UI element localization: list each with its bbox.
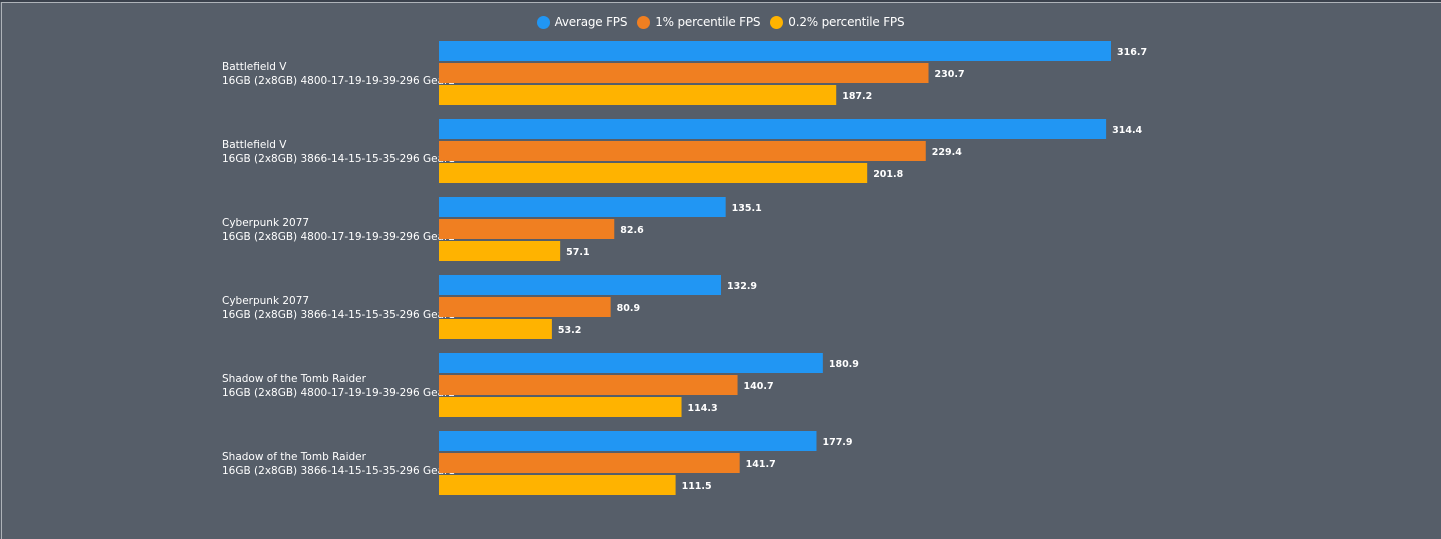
category-label-config: 16GB (2x8GB) 4800-17-19-19-39-296 Gear2 [222,75,455,87]
bar[interactable] [439,85,837,105]
bar-group: Cyberpunk 2077 16GB (2x8GB) 4800-17-19-19… [222,197,762,261]
bar[interactable] [439,197,726,217]
data-label: 314.4 [1112,125,1142,136]
data-label: 57.1 [566,247,589,258]
bar[interactable] [439,353,823,373]
bar[interactable] [439,453,740,473]
category-label-config: 16GB (2x8GB) 4800-17-19-19-39-296 Gear2 [222,387,455,399]
data-label: 111.5 [682,481,712,492]
bar-group: Shadow of the Tomb Raider 16GB (2x8GB) 48… [222,353,859,417]
data-label: 180.9 [829,359,859,370]
data-label: 53.2 [558,325,581,336]
bar[interactable] [439,163,868,183]
bar-group: Battlefield V 16GB (2x8GB) 3866-14-15-15-… [222,119,1143,183]
category-label-config: 16GB (2x8GB) 4800-17-19-19-39-296 Gear2 [222,231,455,243]
bar[interactable] [439,375,738,395]
chart-legend: Average FPS 1% percentile FPS 0.2% perce… [0,15,1441,29]
bar[interactable] [439,63,929,83]
bar[interactable] [439,397,682,417]
top-strip [0,0,1441,2]
category-label-game: Shadow of the Tomb Raider [222,373,367,385]
data-label: 135.1 [732,203,762,214]
bar[interactable] [439,119,1107,139]
bar[interactable] [439,431,817,451]
bar[interactable] [439,319,552,339]
bar[interactable] [439,141,926,161]
data-label: 114.3 [688,403,718,414]
legend-swatch-02pct-fps [770,15,784,29]
category-label-config: 16GB (2x8GB) 3866-14-15-15-35-296 Gear1 [222,465,455,477]
bar-group: Battlefield V 16GB (2x8GB) 4800-17-19-19-… [222,41,1147,105]
data-label: 177.9 [822,437,852,448]
data-label: 229.4 [932,147,962,158]
legend-item-1pct-fps[interactable]: 1% percentile FPS [637,15,760,29]
legend-swatch-1pct-fps [637,15,651,29]
legend-item-average-fps[interactable]: Average FPS [536,15,628,29]
data-label: 82.6 [620,225,644,236]
data-label: 80.9 [617,303,640,314]
bar[interactable] [439,219,615,239]
category-label-game: Cyberpunk 2077 [222,217,309,229]
category-label-game: Shadow of the Tomb Raider [222,451,367,463]
data-label: 316.7 [1117,47,1147,58]
bar-group: Cyberpunk 2077 16GB (2x8GB) 3866-14-15-15… [222,275,757,339]
bar[interactable] [439,475,676,495]
bar[interactable] [439,275,721,295]
legend-label: Average FPS [554,15,628,29]
data-label: 141.7 [746,459,776,470]
bar[interactable] [439,241,561,261]
category-label-config: 16GB (2x8GB) 3866-14-15-15-35-296 Gear1 [222,153,455,165]
data-label: 201.8 [873,169,903,180]
legend-label: 0.2% percentile FPS [788,15,905,29]
legend-swatch-average-fps [536,15,550,29]
legend-label: 1% percentile FPS [655,15,761,29]
data-label: 132.9 [727,281,757,292]
data-label: 230.7 [935,69,965,80]
bar[interactable] [439,41,1111,61]
data-label: 187.2 [842,91,872,102]
legend-item-02pct-fps[interactable]: 0.2% percentile FPS [770,15,905,29]
category-label-game: Battlefield V [222,139,287,151]
bar-group: Shadow of the Tomb Raider 16GB (2x8GB) 38… [222,431,853,495]
category-label-game: Cyberpunk 2077 [222,295,309,307]
category-label-game: Battlefield V [222,61,287,73]
data-label: 140.7 [744,381,774,392]
category-label-config: 16GB (2x8GB) 3866-14-15-15-35-296 Gear1 [222,309,455,321]
bar[interactable] [439,297,611,317]
